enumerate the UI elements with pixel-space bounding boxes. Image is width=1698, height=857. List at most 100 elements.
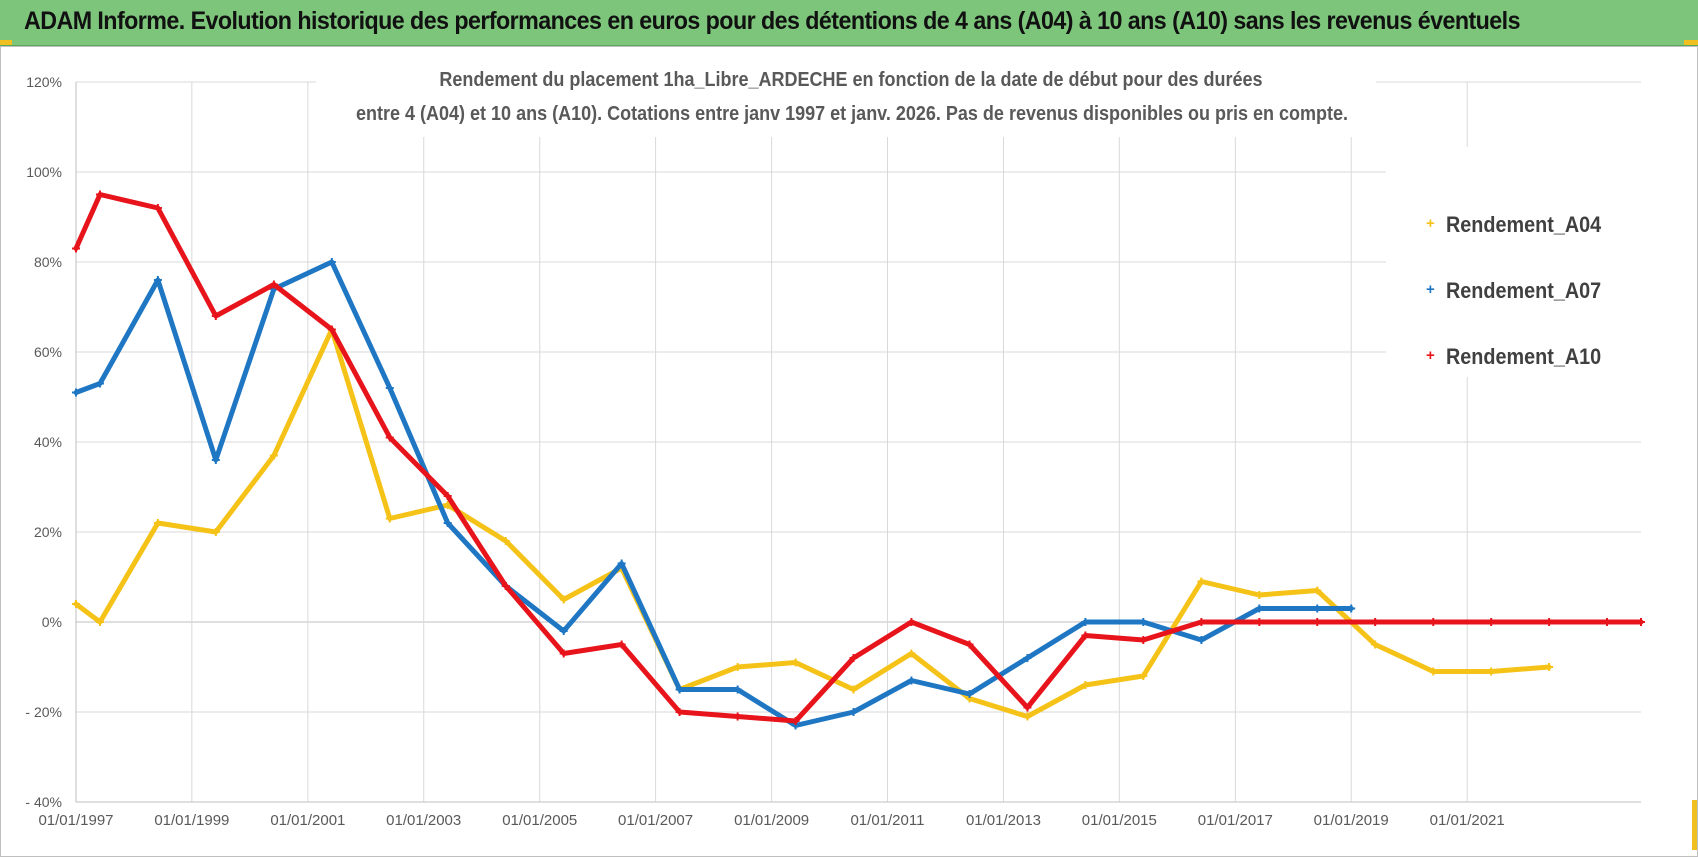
x-tick-label: 01/01/2001 xyxy=(270,812,345,829)
data-point xyxy=(1081,618,1090,626)
data-point xyxy=(617,559,626,568)
data-point xyxy=(95,190,104,199)
data-point xyxy=(1313,604,1322,613)
data-point xyxy=(1197,618,1206,626)
data-point xyxy=(1347,604,1356,613)
legend-marker-icon: + xyxy=(1426,215,1435,232)
legend-marker-icon: + xyxy=(1426,281,1435,298)
data-point xyxy=(617,640,626,649)
data-point xyxy=(385,384,394,392)
legend-label: Rendement_A10 xyxy=(1446,344,1602,369)
data-point xyxy=(1081,681,1090,689)
data-point xyxy=(965,690,974,698)
series-line-rendement-a07 xyxy=(73,259,1354,728)
legend-marker-icon: + xyxy=(1426,347,1435,364)
corner-accent-bottom-right xyxy=(1692,800,1697,850)
x-tick-label: 01/01/2007 xyxy=(618,812,693,829)
data-point xyxy=(1023,654,1032,662)
data-point xyxy=(443,501,452,509)
data-point xyxy=(849,654,858,662)
data-point xyxy=(965,640,974,649)
x-tick-label: 01/01/2021 xyxy=(1430,812,1505,829)
data-point xyxy=(675,708,684,716)
y-tick-label: 20% xyxy=(34,524,62,540)
data-point xyxy=(95,618,104,626)
data-point xyxy=(1429,667,1438,676)
data-point xyxy=(1603,618,1612,626)
x-tick-label: 01/01/2019 xyxy=(1314,812,1389,829)
data-point xyxy=(1371,618,1380,626)
data-point xyxy=(1197,577,1206,586)
corner-accent-top-right xyxy=(1684,40,1698,45)
title-banner: ADAM Informe. Evolution historique des p… xyxy=(0,0,1698,46)
legend-background xyxy=(1386,147,1646,377)
data-point xyxy=(559,595,568,604)
data-point xyxy=(559,649,568,658)
data-point xyxy=(1487,667,1496,676)
data-point xyxy=(72,388,80,397)
data-point xyxy=(443,519,452,527)
data-point xyxy=(1429,618,1438,626)
data-point xyxy=(791,717,800,725)
data-point xyxy=(153,276,162,284)
data-point xyxy=(1637,618,1645,626)
line-chart: - 40% - 20% 0% 20% 40% 60% 80% 100% 120% 01/01/19… xyxy=(25,65,1646,829)
data-point xyxy=(1139,636,1148,644)
data-point xyxy=(1545,663,1554,671)
data-point xyxy=(1255,604,1264,613)
data-point xyxy=(1487,618,1496,626)
data-point xyxy=(211,312,220,320)
data-point xyxy=(327,325,336,334)
data-point xyxy=(1545,618,1554,626)
data-point xyxy=(1371,640,1380,649)
y-tick-label: - 20% xyxy=(25,704,62,720)
series-lines xyxy=(72,190,1645,730)
data-point xyxy=(675,685,684,694)
axes: - 40% - 20% 0% 20% 40% 60% 80% 100% 120% 01/01/19… xyxy=(25,65,1646,829)
data-point xyxy=(443,492,452,500)
banner-title: ADAM Informe. Evolution historique des p… xyxy=(24,7,1521,35)
legend-label: Rendement_A07 xyxy=(1446,278,1602,303)
y-tick-label: 40% xyxy=(34,434,62,450)
data-point xyxy=(907,618,916,626)
data-point xyxy=(153,204,162,212)
data-point xyxy=(501,537,510,545)
data-point xyxy=(1313,586,1322,595)
x-tick-label: 01/01/2003 xyxy=(386,812,461,829)
y-tick-label: 100% xyxy=(26,164,62,180)
x-tick-label: 01/01/2013 xyxy=(966,812,1041,829)
data-point xyxy=(211,528,220,536)
data-point xyxy=(733,712,742,721)
legend-label: Rendement_A04 xyxy=(1446,212,1602,237)
data-point xyxy=(1197,636,1206,644)
data-point xyxy=(1139,618,1148,626)
data-point xyxy=(385,433,394,442)
data-point xyxy=(1313,618,1322,626)
x-tick-label: 01/01/2015 xyxy=(1082,812,1157,829)
y-tick-label: 120% xyxy=(26,74,62,90)
data-point xyxy=(733,685,742,694)
data-point xyxy=(733,663,742,671)
corner-accent-top-left xyxy=(0,40,12,45)
data-point xyxy=(1255,618,1264,626)
data-point xyxy=(1081,631,1090,640)
y-tick-label: - 40% xyxy=(25,794,62,810)
data-point xyxy=(72,600,80,608)
data-point xyxy=(1023,712,1032,721)
data-point xyxy=(211,456,220,464)
data-point xyxy=(849,685,858,694)
data-point xyxy=(791,658,800,667)
data-point xyxy=(153,519,162,527)
chart-area: - 40% - 20% 0% 20% 40% 60% 80% 100% 120% 01/01/19… xyxy=(0,46,1698,857)
data-point xyxy=(1139,672,1148,680)
x-tick-label: 01/01/2011 xyxy=(850,812,924,829)
chart-title: Rendement du placement 1ha_Libre_ARDECHE… xyxy=(439,69,1263,91)
data-point xyxy=(1255,591,1264,599)
data-point xyxy=(907,676,916,685)
y-tick-label: 80% xyxy=(34,254,62,270)
data-point xyxy=(849,708,858,716)
series-line-rendement-a04 xyxy=(73,327,1552,719)
data-point xyxy=(95,379,104,388)
data-point xyxy=(385,514,394,523)
data-point xyxy=(501,582,510,590)
